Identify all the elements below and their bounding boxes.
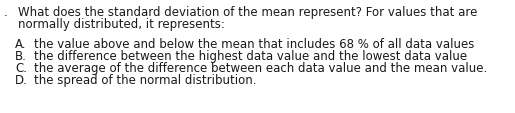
Text: the average of the difference between each data value and the mean value.: the average of the difference between ea… <box>34 61 487 74</box>
Text: What does the standard deviation of the mean represent? For values that are: What does the standard deviation of the … <box>18 6 477 19</box>
Text: normally distributed, it represents:: normally distributed, it represents: <box>18 18 225 31</box>
Text: D.: D. <box>15 73 28 86</box>
Text: the difference between the highest data value and the lowest data value: the difference between the highest data … <box>34 50 467 62</box>
Text: the spread of the normal distribution.: the spread of the normal distribution. <box>34 73 256 86</box>
Text: the value above and below the mean that includes 68 % of all data values: the value above and below the mean that … <box>34 38 474 51</box>
Text: .: . <box>4 6 8 19</box>
Text: B.: B. <box>15 50 27 62</box>
Text: A.: A. <box>15 38 26 51</box>
Text: C.: C. <box>15 61 27 74</box>
